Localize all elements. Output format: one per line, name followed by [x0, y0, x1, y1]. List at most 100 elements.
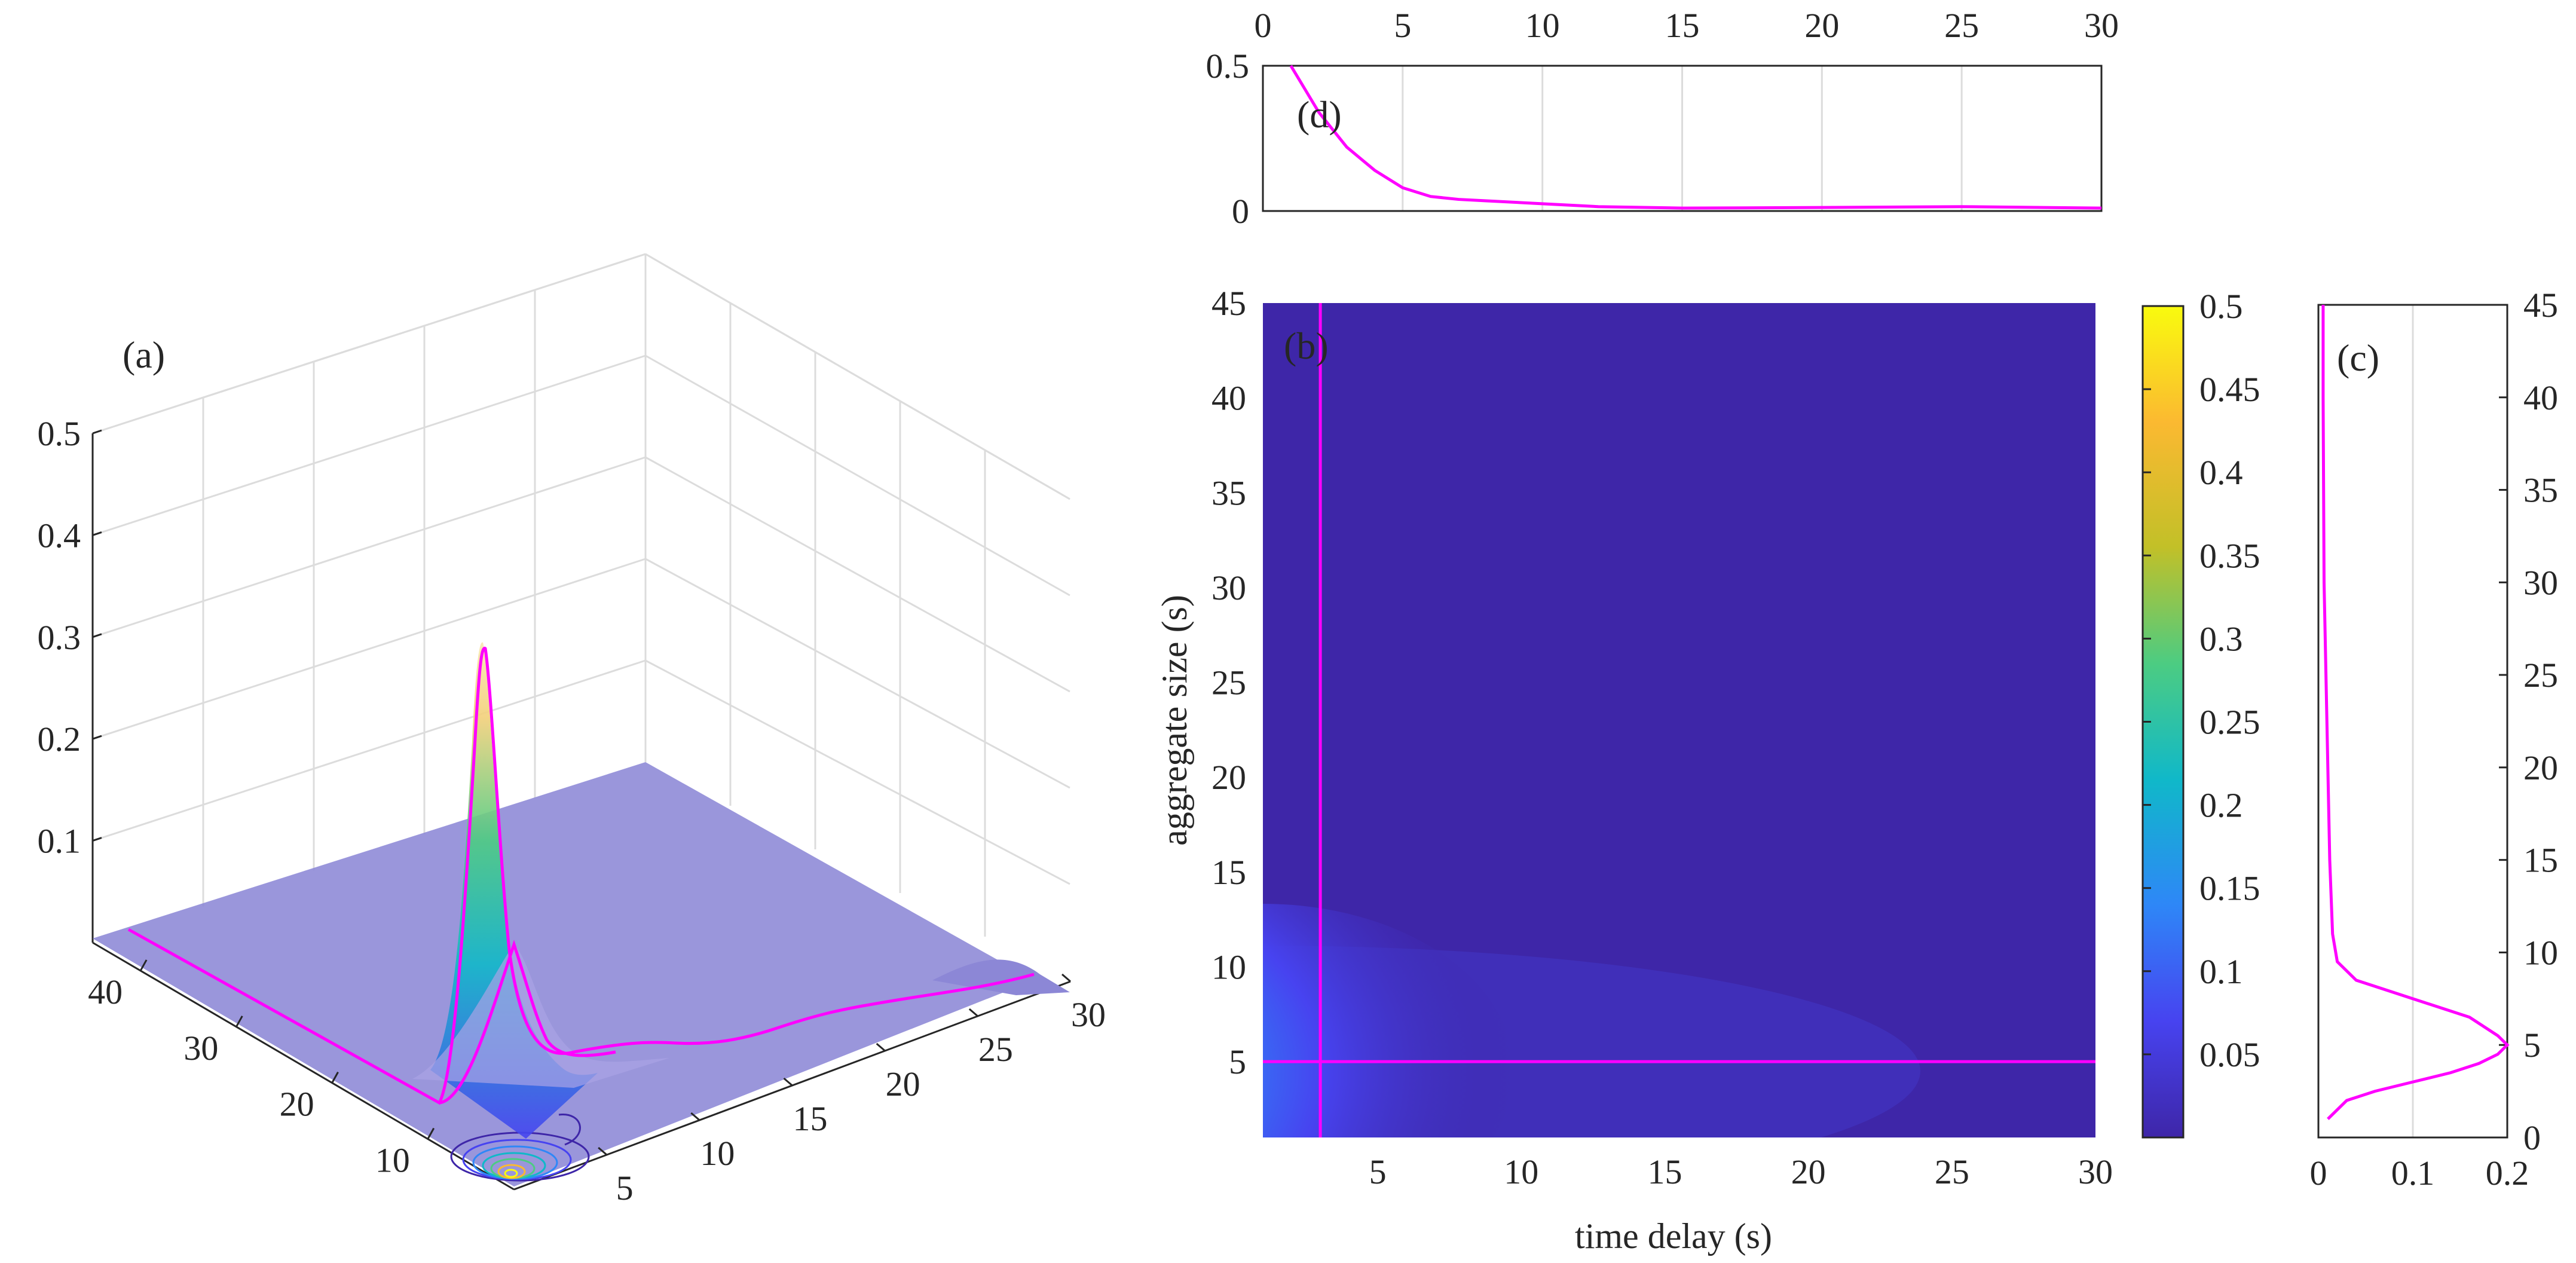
panel-a-x-tick-label: 30 — [1071, 995, 1106, 1034]
heatmap-y-tick-label: 15 — [1211, 853, 1246, 892]
heatmap-y-tick-label: 30 — [1211, 568, 1246, 607]
panel-c-label: (c) — [2337, 337, 2379, 379]
panel-a-gridline — [645, 659, 1070, 885]
panel-a-y-tick — [427, 1127, 435, 1140]
panel-a-x-tick-label: 15 — [793, 1099, 828, 1138]
panel-a-x-tick-label: 25 — [978, 1030, 1013, 1069]
colorbar: 0.05 0.1 0.15 0.2 0.25 0.3 0.35 0.4 0.45 0.5 — [2141, 287, 2260, 1139]
panel-a-z-tick — [92, 735, 102, 740]
panel-c-x-tick-label: 0 — [2310, 1154, 2327, 1192]
panel-b-ticks: 5 10 15 20 25 30 5 10 15 20 25 30 35 40 45 — [1211, 284, 2113, 1191]
panel-a-z-tick-label: 0.3 — [38, 618, 81, 657]
panel-d-x-tick-label: 0 — [1255, 6, 1272, 45]
colorbar-tick-label: 0.35 — [2199, 536, 2260, 575]
colorbar-tick-label: 0.45 — [2199, 370, 2260, 409]
heatmap-y-tick-label: 25 — [1211, 663, 1246, 702]
panel-a-x-tick-label: 10 — [700, 1134, 735, 1173]
heatmap-y-tick-label: 45 — [1211, 284, 1246, 323]
panel-a-z-tick-label: 0.5 — [38, 414, 81, 453]
panel-c-y-tick-label: 20 — [2523, 748, 2558, 787]
heatmap-y-tick-label: 40 — [1211, 379, 1246, 418]
panel-a-3d-surface: 0.1 0.2 0.3 0.4 0.5 10 20 30 40 5 10 15 20 25 30 (a) — [38, 253, 1106, 1207]
panel-b-label: (b) — [1284, 325, 1329, 367]
panel-c-y-tick-label: 45 — [2523, 286, 2558, 325]
colorbar-tick-label: 0.25 — [2199, 703, 2260, 742]
heatmap-x-tick-label: 10 — [1504, 1152, 1538, 1191]
heatmap-x-axis-label: time delay (s) — [1575, 1216, 1772, 1256]
panel-a-grid — [92, 253, 1070, 937]
panel-a-x-tick — [598, 1146, 608, 1156]
panel-a-gridline — [92, 456, 646, 638]
panel-a-gridline — [645, 253, 1070, 500]
panel-a-y-tick-label: 20 — [280, 1085, 314, 1124]
panel-a-z-tick-label: 0.4 — [38, 516, 81, 555]
panel-a-x-ticks: 5 10 15 20 25 30 — [598, 973, 1106, 1207]
panel-d-series-line — [1289, 65, 2102, 210]
panel-a-gridline — [92, 558, 646, 740]
panel-a-surface-floor — [93, 762, 1034, 1186]
panel-a-y-tick — [139, 959, 148, 971]
colorbar-tick-label: 0.2 — [2199, 786, 2243, 825]
panel-a-x-tick — [690, 1112, 700, 1121]
slice-delay-3 — [439, 940, 616, 1105]
heatmap-x-tick-label: 20 — [1791, 1152, 1826, 1191]
panel-a-z-tick — [92, 429, 102, 435]
panel-c-y-tick-label: 40 — [2523, 378, 2558, 417]
panel-a-y-tick-label: 40 — [88, 973, 123, 1011]
heatmap-x-tick-label: 25 — [1935, 1152, 1969, 1191]
panel-d-x-tick-label: 10 — [1525, 6, 1560, 45]
panel-a-y-tick-label: 30 — [183, 1029, 218, 1068]
heatmap-x-tick-label: 30 — [2078, 1152, 2113, 1191]
colorbar-tick-label: 0.3 — [2199, 619, 2243, 658]
panel-c-y-tick-label: 15 — [2523, 841, 2558, 880]
panel-c-y-tick-label: 0 — [2523, 1118, 2541, 1157]
panel-d-x-tick-label: 15 — [1665, 6, 1700, 45]
colorbar-tick-label: 0.05 — [2199, 1035, 2260, 1074]
panel-a-label: (a) — [123, 334, 165, 376]
panel-a-z-tick — [92, 837, 102, 842]
panel-a-gridline — [92, 253, 646, 435]
panel-c-y-tick-label: 5 — [2523, 1026, 2541, 1065]
panel-a-x-tick — [968, 1008, 978, 1017]
heatmap-y-axis-label: aggregate size (s) — [1155, 595, 1194, 846]
panel-a-z-tick — [92, 531, 102, 536]
panel-a-x-tick — [876, 1042, 886, 1052]
colorbar-tick-label: 0.15 — [2199, 869, 2260, 908]
panel-a-y-tick — [331, 1071, 339, 1084]
panel-a-x-tick-label: 5 — [616, 1169, 634, 1207]
panel-d-label: (d) — [1297, 93, 1342, 136]
panel-c-y-tick-label: 35 — [2523, 471, 2558, 510]
heatmap-y-tick-label: 20 — [1211, 758, 1246, 797]
heatmap-y-tick-label: 35 — [1211, 473, 1246, 512]
panel-d-x-tick-label: 20 — [1804, 6, 1839, 45]
panel-d-y-tick-label: 0 — [1232, 192, 1249, 231]
panel-a-y-tick — [235, 1016, 243, 1027]
panel-d-frame — [1262, 65, 2103, 212]
panel-a-z-tick-label: 0.2 — [38, 720, 81, 759]
panel-a-slices — [127, 646, 1035, 1105]
panel-c-y-tick-label: 25 — [2523, 656, 2558, 695]
panel-c-series-line — [2321, 305, 2510, 1120]
panel-a-z-ticks: 0.1 0.2 0.3 0.4 0.5 — [38, 414, 102, 861]
panel-a-gridline — [645, 456, 1070, 693]
panel-c-y-tick-label: 30 — [2523, 563, 2558, 602]
colorbar-tick-label: 0.1 — [2199, 952, 2243, 991]
panel-a-z-tick-label: 0.1 — [38, 822, 81, 861]
heatmap-x-tick-label: 5 — [1369, 1152, 1387, 1191]
panel-a-x-tick — [783, 1077, 793, 1087]
colorbar-ticks: 0.05 0.1 0.15 0.2 0.25 0.3 0.35 0.4 0.45 0.5 — [2143, 287, 2260, 1074]
colorbar-tick-label: 0.4 — [2199, 453, 2243, 492]
panel-d-x-tick-label: 5 — [1394, 6, 1411, 45]
panel-a-x-tick-label: 20 — [886, 1065, 920, 1103]
panel-d-grid — [1262, 66, 2103, 211]
heatmap-y-tick-label: 5 — [1229, 1042, 1246, 1081]
heatmap-x-tick-label: 15 — [1647, 1152, 1682, 1191]
panel-a-surface-tail — [932, 959, 1070, 995]
panel-a-gridline — [645, 354, 1070, 597]
panel-c-frame — [2317, 304, 2508, 1139]
panel-c-x-tick-label: 0.2 — [2486, 1154, 2529, 1192]
